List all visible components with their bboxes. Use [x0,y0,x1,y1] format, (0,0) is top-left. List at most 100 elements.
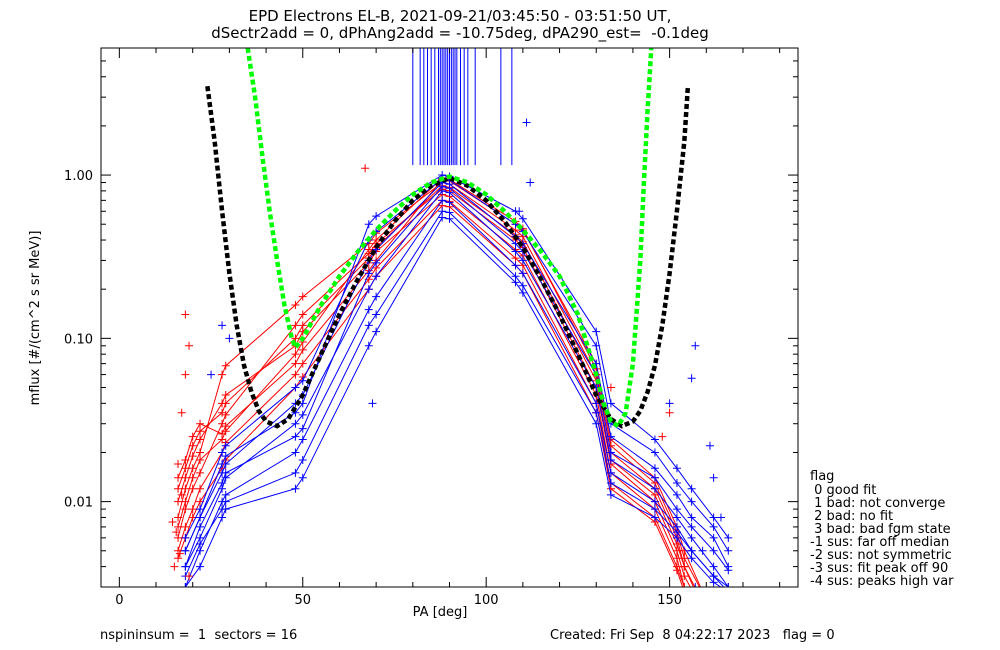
series-1-trace-2 [184,181,729,567]
series-1-trace-3-point [372,310,381,319]
series-1-trace-5-point [221,468,230,477]
series-0-trace-7-point [221,427,230,436]
series-0-trace-0-point [181,484,190,493]
y-axis-label: mflux [#/(cm^2 s sr MeV)] [28,230,43,406]
series-1-trace-4-point [298,376,307,385]
series-0-trace-4-point [680,583,689,587]
series-1-trace-5-point [445,184,454,193]
series-1-trace-2-point [672,490,681,499]
scatter-0-point [658,432,667,441]
series-0-trace-0-point [702,612,710,620]
scatter-1-point [705,441,714,450]
series-0-trace-6-point [218,408,227,417]
series-1-trace-5-point [218,479,227,488]
data-layer [168,48,733,627]
series-1-trace-1-point [364,305,373,314]
series-1-trace-6-point [438,213,447,222]
series-1-trace-6-point [445,214,454,223]
series-1-trace-7-point [672,464,681,473]
series-1-trace-4-point [650,448,659,457]
series-0-trace-1-point [174,533,183,542]
series-0-trace-0-point [218,370,227,379]
series-0-trace-6-point [188,441,197,450]
series-0-trace-7-point [680,554,689,563]
series-1-trace-1-point [518,269,527,278]
series-1-trace-1-point [291,448,300,457]
series-1-trace-1-point [511,261,520,270]
series-1-trace-0-point [672,513,681,522]
series-0-trace-0-point [221,361,230,370]
scatter-0-point [185,341,194,350]
series-1-trace-7-point [364,220,373,229]
series-1-trace-6-point [298,473,307,482]
series-1-trace-0-point [518,256,527,265]
scatter-1-point [665,399,674,408]
scatter-1-point [225,334,234,343]
series-1-trace-3-point [518,281,527,290]
series-1-trace-4-point [221,441,230,450]
series-1-trace-0-point [298,410,307,419]
series-1-trace-5-point [709,546,718,555]
series-0-trace-2-point [174,497,183,506]
series-1-trace-3-point [687,546,696,555]
scatter-1-point [526,178,535,187]
series-1-trace-6-point [218,513,227,522]
series-0-trace-5 [177,205,684,587]
series-0-trace-0-point [188,464,197,473]
series-0-trace-1-point [291,321,300,330]
chart-title: EPD Electrons EL-B, 2021-09-21/03:45:50 … [248,7,672,25]
scatter-0-point [177,408,186,417]
series-1-trace-1-point [438,196,447,205]
series-1-trace-6-point [291,484,300,493]
series-0-trace-4-point [181,522,190,531]
series-1-trace-7-point [687,484,696,493]
series-1-trace-0-point [291,419,300,428]
series-0-trace-7 [177,177,701,587]
series-1-trace-2-point [687,513,696,522]
series-1-trace-3-point [221,497,230,506]
legend-item: 3 bad: bad fgm state [810,522,951,537]
scatter-1-point [207,370,216,379]
series-1-trace-6-point [687,554,696,563]
scatter-0-point [174,459,183,468]
series-0-trace-1-point [196,468,205,477]
series-1-trace-6-point [672,533,681,542]
series-1-trace-7-point [724,533,733,542]
series-0-trace-6-point [174,484,183,493]
scatter-0-point [177,490,186,499]
series-1-trace-7-point [650,435,659,444]
series-1-trace-5-point [438,182,447,191]
legend-item: -3 sus: fit peak off 90 [810,561,949,576]
scatter-1-point [691,583,700,587]
series-1-trace-4-point [218,448,227,457]
series-1-trace-4-point [724,546,733,555]
series-1-trace-5-point [606,448,615,457]
series-0-trace-5-point [702,619,710,627]
series-0-trace-7-point [702,596,710,604]
series-1-trace-3-point [196,540,205,549]
scatter-0-point [181,310,190,319]
series-1-trace-0-point [372,272,381,281]
y-tick-label: 0.01 [64,496,93,511]
series-1-trace-7-point [592,327,601,336]
series-0-trace-1-point [221,410,230,419]
scatter-1-point [522,118,531,127]
series-0-trace-3-point [188,432,197,441]
series-1-trace-7-point [709,513,718,522]
scatter-0-point [361,164,370,173]
scatter-0-point [606,383,615,392]
scatter-1-point [515,207,524,216]
axes-layer: 0 50 100 150 0.01 0.10 1.00 [64,47,799,608]
series-1-trace-6-point [511,278,520,287]
series-1-trace-6-point [724,588,732,596]
series-0-trace-1-point [188,484,197,493]
scatter-0-point [168,518,177,527]
x-tick-label: 50 [294,593,311,608]
series-0-trace-6-point [181,464,190,473]
series-1-trace-5-point [196,522,205,531]
series-1-trace-0-point [364,285,373,294]
scatter-0-point [172,528,181,537]
series-0-trace-7-point [181,497,190,506]
series-0-trace-4-point [298,359,307,368]
